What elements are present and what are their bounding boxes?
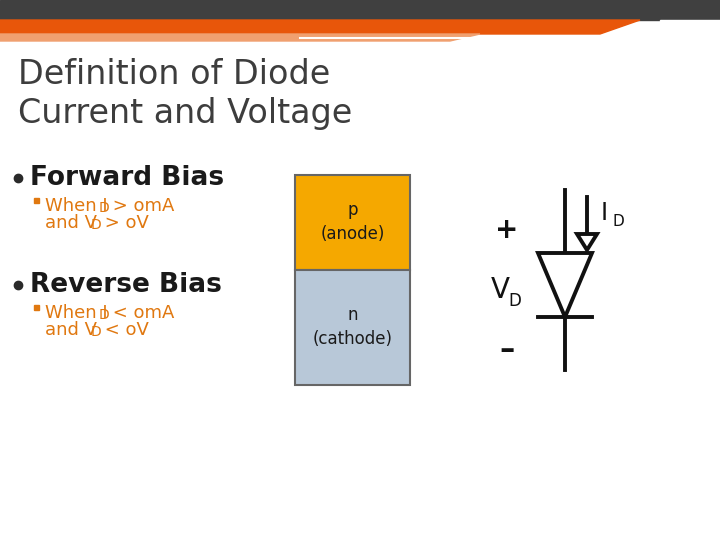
Text: I: I bbox=[601, 201, 608, 225]
Polygon shape bbox=[0, 20, 640, 34]
Text: p
(anode): p (anode) bbox=[320, 201, 384, 243]
Text: D: D bbox=[508, 292, 521, 310]
Text: Forward Bias: Forward Bias bbox=[30, 165, 224, 191]
Text: and V: and V bbox=[45, 321, 97, 339]
Text: Definition of Diode: Definition of Diode bbox=[18, 58, 330, 91]
Text: < oV: < oV bbox=[99, 321, 149, 339]
Text: D: D bbox=[99, 308, 109, 322]
Text: Current and Voltage: Current and Voltage bbox=[18, 97, 352, 130]
Text: > omA: > omA bbox=[107, 197, 174, 215]
Bar bbox=[34, 305, 39, 309]
Text: D: D bbox=[99, 201, 109, 215]
Text: D: D bbox=[613, 213, 625, 228]
Bar bbox=[34, 198, 39, 202]
Text: –: – bbox=[500, 335, 515, 364]
Bar bbox=[0, 0, 720, 20]
Text: < omA: < omA bbox=[107, 304, 174, 322]
Text: When I: When I bbox=[45, 304, 107, 322]
Text: > oV: > oV bbox=[99, 214, 149, 232]
Text: +: + bbox=[495, 216, 518, 244]
Text: When I: When I bbox=[45, 197, 107, 215]
Bar bbox=[295, 175, 410, 269]
Text: V: V bbox=[490, 276, 510, 304]
Polygon shape bbox=[538, 253, 592, 317]
Text: n
(cathode): n (cathode) bbox=[312, 306, 392, 348]
Text: D: D bbox=[91, 325, 102, 339]
Bar bbox=[295, 269, 410, 385]
Bar bbox=[660, 20, 720, 42]
Polygon shape bbox=[0, 34, 480, 41]
Text: Reverse Bias: Reverse Bias bbox=[30, 272, 222, 298]
Polygon shape bbox=[577, 234, 597, 250]
Text: and V: and V bbox=[45, 214, 97, 232]
Text: D: D bbox=[91, 218, 102, 232]
